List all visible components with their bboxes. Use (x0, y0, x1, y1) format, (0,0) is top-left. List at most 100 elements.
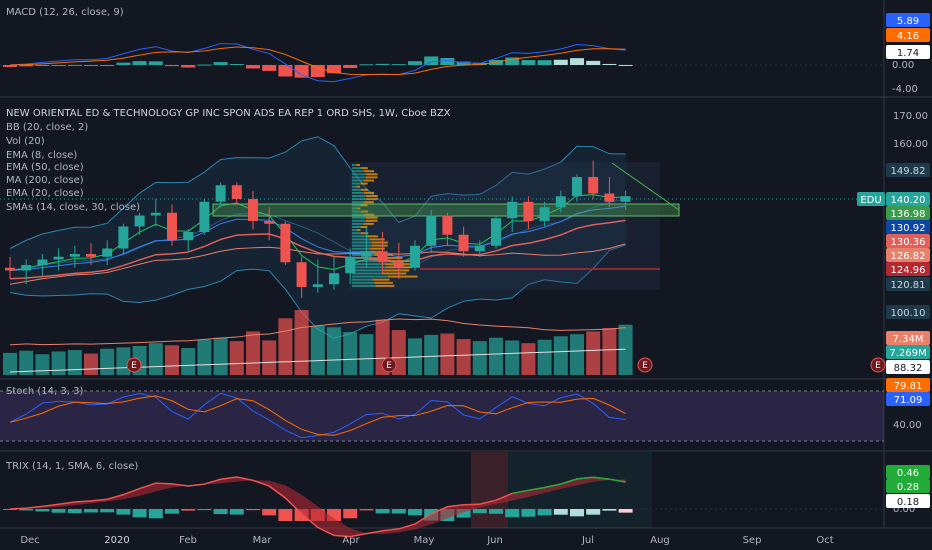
price-tag-main_pane-4[interactable]: 130.36 (886, 234, 930, 248)
price-tag-main_pane-7[interactable]: 120.81 (886, 277, 930, 291)
price-tag-trix_pane-2[interactable]: 0.18 (886, 494, 930, 508)
candle-body[interactable] (329, 273, 339, 285)
candle-body[interactable] (86, 254, 96, 257)
earnings-marker-3[interactable]: E (637, 357, 653, 373)
candle-body[interactable] (426, 215, 437, 246)
time-axis[interactable]: Dec 2020 Feb Mar Apr May Jun Jul Aug Sep… (20, 535, 833, 546)
price-tag-main_pane-6[interactable]: 124.96 (886, 262, 930, 276)
price-tag-macd_pane-1[interactable]: 4.16 (886, 28, 930, 42)
trix-hist-bar (489, 509, 503, 514)
candlesticks[interactable] (5, 160, 631, 299)
candle-body[interactable] (264, 221, 275, 224)
price-tag-trix_pane-1[interactable]: 0.28 (886, 479, 930, 493)
candle-body[interactable] (410, 245, 420, 268)
price-pane[interactable]: E E E E NEW ORIENTAL ED & TECHNOLOGY GP … (0, 108, 928, 375)
price-tag-main_pane-2[interactable]: 136.98 (886, 206, 930, 220)
candle-body[interactable] (539, 207, 550, 221)
ma-200-line (9, 243, 626, 285)
candle-body[interactable] (377, 251, 388, 263)
symbol-tag[interactable]: EDU (857, 192, 885, 206)
indicator-ma200[interactable]: MA (200, close) (6, 175, 84, 186)
candle-body[interactable] (523, 201, 534, 221)
indicator-ema20[interactable]: EMA (20, close) (6, 188, 84, 199)
indicator-bb[interactable]: BB (20, close, 2) (6, 122, 88, 133)
macd-line (9, 43, 626, 83)
price-tag-stoch_pane-0[interactable]: 79.81 (886, 378, 930, 392)
candle-body[interactable] (53, 256, 64, 260)
candle-body[interactable] (150, 212, 161, 216)
indicator-ema50[interactable]: EMA (50, close) (6, 162, 84, 173)
volume-profile-row-down (366, 198, 378, 201)
trend-line[interactable] (611, 162, 680, 211)
price-tag-main_pane-1[interactable]: 140.20 (886, 192, 930, 206)
candle-body[interactable] (507, 201, 518, 219)
macd-hist-bar (456, 61, 471, 65)
candle-body[interactable] (215, 185, 226, 202)
candle-body[interactable] (474, 245, 485, 252)
candle-body[interactable] (69, 254, 80, 257)
macd-hist-bar (505, 57, 520, 65)
candle-body[interactable] (345, 256, 356, 274)
price-tag-main_pane-8[interactable]: 100.10 (886, 305, 930, 319)
macd-pane[interactable]: MACD (12, 26, close, 9) 0.00 -4.00 (0, 7, 918, 95)
stoch-pane[interactable]: Stoch (14, 3, 3) 40.00 (0, 386, 922, 442)
candle-body[interactable] (167, 212, 177, 241)
earnings-marker-2[interactable]: E (381, 357, 397, 373)
earnings-marker-1[interactable]: E (126, 357, 142, 373)
volume-profile-row-down (381, 272, 407, 275)
volume-bar (586, 331, 601, 375)
candle-body[interactable] (21, 265, 32, 271)
price-tag-stoch_pane-1[interactable]: 71.09 (886, 392, 930, 406)
earnings-marker-label-4: E (875, 361, 881, 371)
volume-bar (181, 348, 196, 375)
price-tag-main_pane-9[interactable]: 7.34M (886, 331, 930, 345)
indicator-ema8[interactable]: EMA (8, close) (6, 150, 77, 161)
price-tag-main_pane-11[interactable]: 88.32 (886, 360, 930, 374)
price-tag-label: 5.89 (897, 16, 919, 27)
price-tag-macd_pane-2[interactable]: 1.74 (886, 45, 930, 59)
volume-profile-row-down (366, 235, 378, 238)
candle-body[interactable] (361, 251, 372, 257)
candle-body[interactable] (604, 193, 615, 202)
candle-body[interactable] (442, 215, 453, 235)
candle-body[interactable] (118, 226, 129, 249)
candle-body[interactable] (393, 262, 404, 268)
price-tag-box (886, 192, 930, 206)
price-tag-label: 4.16 (897, 31, 919, 42)
earnings-marker-4[interactable]: E (870, 357, 886, 373)
bollinger-upper-line (9, 136, 626, 249)
candle-body[interactable] (588, 177, 599, 194)
candle-body[interactable] (183, 232, 194, 241)
candle-body[interactable] (248, 199, 258, 221)
price-tag-main_pane-3[interactable]: 130.92 (886, 220, 930, 234)
price-tag-trix_pane-0[interactable]: 0.46 (886, 465, 930, 479)
volume-profile-row-up (352, 244, 372, 247)
indicator-vol[interactable]: Vol (20) (6, 136, 45, 147)
candle-body[interactable] (231, 185, 242, 199)
price-tag-main_pane-5[interactable]: 126.82 (886, 248, 930, 262)
price-tag-box (886, 45, 930, 59)
price-tag-main_pane-10[interactable]: 7.269M (886, 345, 930, 359)
candle-body[interactable] (37, 259, 48, 266)
indicator-smas[interactable]: SMAs (14, close, 30, close) (6, 202, 140, 213)
price-tag-macd_pane-0[interactable]: 5.89 (886, 13, 930, 27)
candle-body[interactable] (458, 234, 469, 252)
price-tag-main_pane-0[interactable]: 149.82 (886, 163, 930, 177)
trix-pane[interactable]: TRIX (14, 1, SMA, 6, close) 0.00 (0, 452, 915, 538)
candle-body[interactable] (572, 177, 582, 197)
price-axis-tags[interactable]: 5.89 4.16 1.74 149.82 140.20 136.98 130.92 130.… (886, 13, 930, 508)
candle-body[interactable] (555, 196, 566, 208)
candle-body[interactable] (134, 215, 145, 227)
candle-body[interactable] (5, 267, 15, 271)
macd-tick-neg4: -4.00 (892, 84, 918, 95)
candle-body[interactable] (280, 223, 291, 263)
candle-body[interactable] (296, 262, 307, 287)
candle-body[interactable] (312, 284, 323, 287)
candle-body[interactable] (199, 201, 210, 232)
candle-body[interactable] (620, 196, 631, 202)
volume-bar (229, 341, 244, 375)
volume-profile-row-up (352, 173, 367, 176)
candle-body[interactable] (102, 248, 113, 257)
candle-body[interactable] (491, 218, 501, 246)
